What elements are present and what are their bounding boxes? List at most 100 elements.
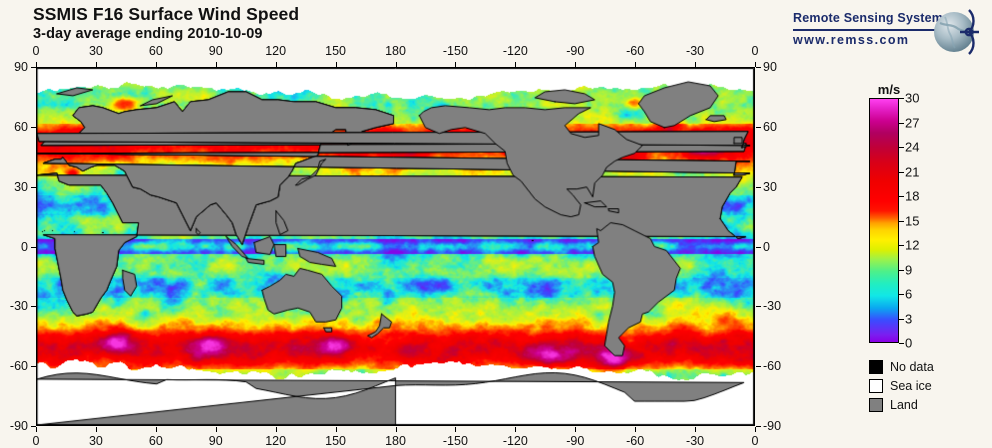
colorbar-tick [899,122,904,124]
x-tick-label-top: -30 [686,44,705,58]
x-tick-bottom [95,427,97,432]
legend-label: No data [890,359,934,374]
x-tick-bottom [36,427,37,432]
colorbar-tick-label: 9 [905,262,913,277]
colorbar-tick-label: 12 [905,237,920,253]
x-tick-bottom [695,427,697,432]
legend-item: No data [869,358,934,375]
y-tick-right [756,67,761,68]
legend-label: Sea ice [890,378,932,393]
x-tick-bottom [575,427,577,432]
y-tick-right [756,306,761,308]
legend-swatch [869,378,883,393]
logo-organization-name: Remote Sensing Systems [793,11,951,25]
x-tick-label-bottom: 60 [148,434,163,448]
page-title: SSMIS F16 Surface Wind Speed [33,4,300,24]
y-tick-label-right: -90 [763,419,782,433]
colorbar-tick-label: 27 [905,115,920,130]
x-tick-label-top: 0 [751,44,759,58]
x-tick-label-top: 90 [208,44,223,58]
colorbar-tick [899,171,904,173]
y-tick-label-right: 60 [763,119,777,134]
colorbar-tick-label: 3 [905,311,913,326]
x-tick-bottom [395,427,397,432]
x-tick-top [755,62,756,67]
x-tick-label-bottom: -150 [442,434,468,448]
x-tick-bottom [515,427,517,432]
colorbar-tick-label: 21 [905,164,920,179]
x-tick-bottom [455,427,457,432]
colorbar-tick-label: 30 [905,90,920,106]
colorbar-tick [899,269,904,271]
colorbar-unit-label: m/s [877,82,901,97]
y-tick-left [31,126,36,128]
y-tick-right [756,186,761,188]
map-legend: No data Sea ice Land [869,358,934,415]
colorbar-tick [899,147,904,148]
x-tick-label-top: -90 [566,44,585,58]
wind-speed-map[interactable] [36,67,755,426]
y-tick-label-right: 30 [763,179,777,194]
x-tick-top [155,62,157,67]
x-tick-bottom [215,427,217,432]
y-tick-label-left: 90 [14,60,28,74]
x-tick-label-bottom: 120 [265,434,287,448]
x-tick-label-bottom: -90 [566,434,585,448]
colorbar-tick [899,220,904,222]
x-tick-top [395,62,397,67]
x-tick-label-bottom: 150 [325,434,347,448]
legend-swatch [869,359,883,374]
legend-label: Land [890,397,918,412]
x-tick-label-top: 60 [148,44,163,58]
x-tick-top [36,62,37,67]
logo-website-url: www.remss.com [793,33,910,47]
colorbar-tick [899,98,904,99]
colorbar-tick-label: 15 [905,213,920,228]
x-tick-label-top: 150 [325,44,347,58]
y-tick-label-left: 30 [14,179,28,194]
y-tick-label-left: 0 [21,239,28,254]
x-tick-label-top: -120 [502,44,528,58]
y-tick-right [756,426,761,427]
colorbar-tick [899,294,904,295]
x-tick-top [515,62,517,67]
colorbar-tick-label: 0 [905,335,913,351]
y-tick-label-right: -60 [763,359,782,374]
logo-divider [793,29,936,31]
y-tick-left [31,426,36,427]
x-tick-bottom [275,427,277,432]
x-tick-top [215,62,217,67]
x-tick-label-top: 120 [265,44,287,58]
x-tick-top [575,62,577,67]
x-tick-top [95,62,97,67]
x-tick-label-top: 180 [385,44,406,58]
y-tick-left [31,67,36,68]
x-tick-bottom [155,427,157,432]
colorbar-tick-label: 6 [905,286,913,302]
y-tick-left [31,186,36,188]
y-tick-right [756,126,761,128]
y-tick-label-left: -90 [9,419,28,433]
y-tick-left [31,246,36,248]
globe-icon [934,9,979,55]
x-tick-label-top: 0 [32,44,40,58]
x-tick-label-bottom: 0 [751,434,759,448]
y-tick-right [756,246,761,248]
y-tick-left [31,366,36,368]
y-tick-label-left: -30 [9,299,28,314]
page-subtitle: 3-day average ending 2010-10-09 [33,26,263,42]
y-tick-left [31,306,36,308]
x-tick-top [455,62,457,67]
remss-logo[interactable]: Remote Sensing Systems www.remss.com [793,9,983,57]
x-tick-label-top: -150 [442,44,468,58]
x-tick-label-bottom: -30 [686,434,705,448]
y-tick-label-left: 60 [14,119,28,134]
colorbar-tick [899,318,904,320]
x-tick-top [275,62,277,67]
legend-swatch [869,397,883,412]
x-tick-label-bottom: -60 [626,434,645,448]
x-tick-top [335,62,337,67]
x-tick-label-top: 30 [88,44,103,58]
colorbar-gradient[interactable] [869,98,899,343]
